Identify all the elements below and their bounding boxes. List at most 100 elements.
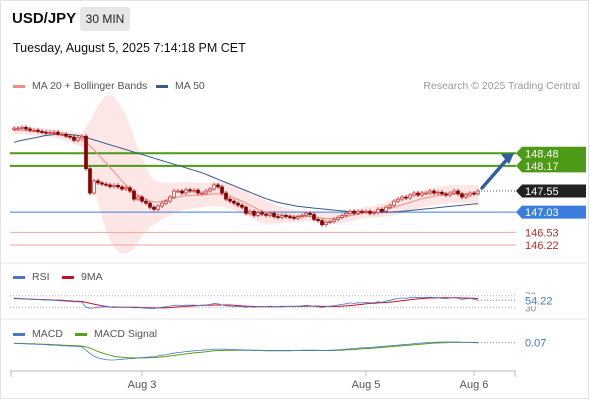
candle-body <box>340 215 344 218</box>
candle-body <box>468 192 472 196</box>
candle-body <box>200 192 204 195</box>
candle-body <box>40 131 44 133</box>
ma50-line <box>13 133 479 213</box>
candle-body <box>100 182 104 185</box>
candle-body <box>72 136 76 141</box>
candle-body <box>176 190 180 193</box>
candle-body <box>128 187 132 192</box>
candle-body <box>420 192 424 196</box>
rsi-value-label: 54.22 <box>525 295 553 307</box>
candle-body <box>204 190 208 194</box>
candle-body <box>364 210 368 213</box>
candle-body <box>24 126 28 130</box>
candle-body <box>304 212 308 216</box>
interval-button[interactable]: 30 MIN <box>80 7 130 31</box>
macd-swatch <box>13 332 25 336</box>
legend-rsi-ma-label: 9MA <box>81 271 103 283</box>
macd-value-label: 0.07 <box>525 338 546 350</box>
candle-body <box>172 190 176 198</box>
candle-body <box>144 200 148 204</box>
candle-body <box>372 212 376 214</box>
candle-body <box>332 219 336 222</box>
candle-body <box>404 196 408 199</box>
candle-body <box>76 137 80 141</box>
candle-body <box>160 202 164 207</box>
candle-body <box>104 183 108 186</box>
candle-body <box>440 191 444 195</box>
candle-body <box>280 215 284 218</box>
candle-body <box>48 131 52 134</box>
candle-body <box>116 184 120 188</box>
candle-body <box>476 190 480 195</box>
ma20-line <box>14 129 479 220</box>
candle-body <box>80 135 84 139</box>
candle-body <box>180 190 184 194</box>
legend-macd-label: MACD <box>32 328 63 340</box>
candle-body <box>264 213 268 216</box>
copyright-label: Research © 2025 Trading Central <box>423 80 580 92</box>
ma50-swatch <box>156 84 168 88</box>
candle-body <box>108 184 112 187</box>
candle-body <box>288 216 292 218</box>
candle-body <box>44 131 48 134</box>
candle-body <box>296 216 300 219</box>
candle-body <box>120 186 124 190</box>
candle-body <box>432 190 436 194</box>
candle-body <box>132 190 136 200</box>
candle-body <box>156 205 160 210</box>
candle-body <box>12 127 16 130</box>
price-tag-label-148.17: 148.17 <box>525 161 559 173</box>
legend-macd-signal: MACD Signal <box>75 328 157 340</box>
candle-body <box>292 217 296 219</box>
price-tag-147.03 <box>516 205 586 219</box>
candle-body <box>152 206 156 210</box>
candle-body <box>408 194 412 199</box>
legend-rsi: RSI <box>13 271 50 283</box>
candle-body <box>112 184 116 187</box>
candle-body <box>324 221 328 226</box>
candle-body <box>224 192 228 200</box>
symbol-title: USD/JPY <box>12 10 77 27</box>
candle-body <box>68 135 72 138</box>
candle-body <box>272 212 276 217</box>
candle-body <box>92 180 96 194</box>
candle-body <box>260 212 264 215</box>
candle-body <box>212 184 216 190</box>
rsi-ma-line <box>14 297 479 309</box>
price-tag-label-147.03: 147.03 <box>525 207 559 219</box>
candle-body <box>320 220 324 226</box>
candle-body <box>164 200 168 204</box>
candle-body <box>228 198 232 202</box>
macd-line <box>14 341 478 361</box>
candle-body <box>384 206 388 212</box>
price-tag-label-146.22: 146.22 <box>525 240 559 252</box>
candle-body <box>28 128 32 131</box>
candle-body <box>380 208 384 212</box>
legend-rsi-label: RSI <box>32 271 50 283</box>
candle-body <box>344 212 348 216</box>
candle-body <box>60 133 64 136</box>
candle-body <box>168 196 172 202</box>
candle-body <box>368 210 372 214</box>
candle-body <box>84 135 88 170</box>
forecast-arrow-shaft <box>480 156 510 190</box>
candle-body <box>56 131 60 135</box>
legend-ma50: MA 50 <box>156 80 205 92</box>
candle-body <box>32 129 36 132</box>
candle-body <box>16 127 20 130</box>
candle-body <box>256 212 260 216</box>
candle-body <box>244 206 248 214</box>
candle-body <box>124 187 128 190</box>
rsi-swatch <box>13 275 25 279</box>
legend-rsi-ma: 9MA <box>62 271 103 283</box>
candle-body <box>456 190 460 195</box>
price-tag-label-147.55: 147.55 <box>525 186 559 198</box>
candle-body <box>148 202 152 208</box>
candle-body <box>236 202 240 206</box>
candle-body <box>284 215 288 217</box>
ma20-swatch <box>13 84 25 88</box>
candle-body <box>136 196 140 200</box>
candle-body <box>464 194 468 198</box>
